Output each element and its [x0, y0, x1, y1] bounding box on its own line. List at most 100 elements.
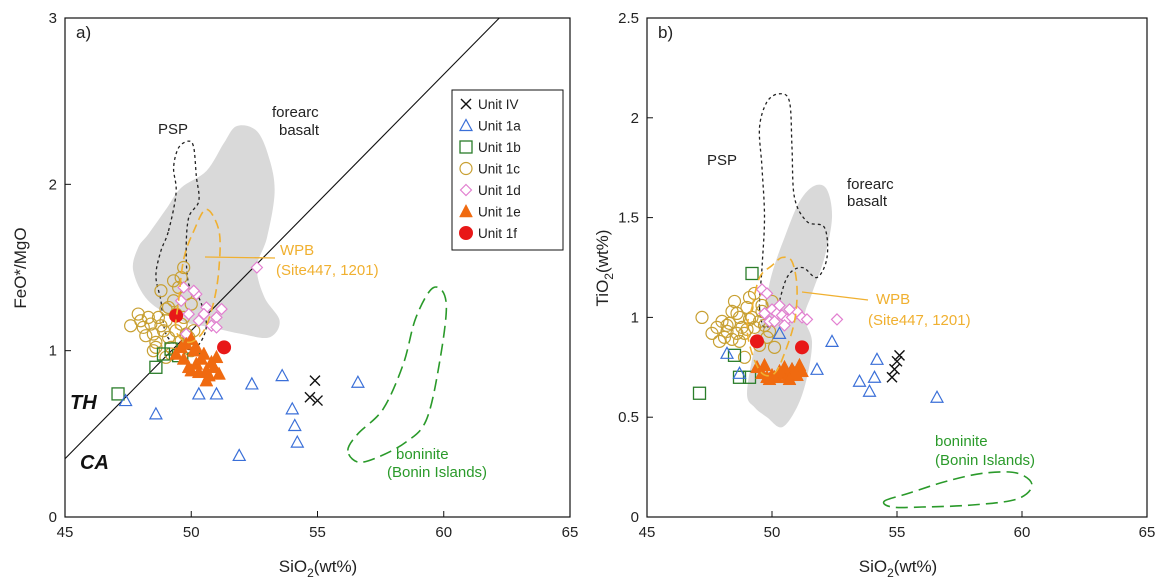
wpb-field-b: [746, 256, 798, 377]
point-unit-1c-a: [144, 317, 158, 331]
legend-label-unit-1e: Unit 1e: [478, 205, 521, 220]
point-unit-1c-b: [725, 304, 739, 319]
label-wpb-b-1: WPB: [876, 291, 910, 308]
point-unit-1c-b: [720, 324, 734, 338]
point-unit-1e-a: [189, 339, 204, 354]
label-boninite-a-1: boninite: [396, 446, 449, 463]
point-unit-1c-a: [149, 335, 163, 349]
label-wpb-a-2: (Site447, 1201): [276, 262, 379, 279]
y-axis-label-b: TiO2(wt%): [593, 230, 616, 307]
x-tick-label: 60: [1014, 524, 1031, 541]
x-tick-label: 45: [57, 524, 74, 541]
legend-marker-unit-1c: [459, 161, 473, 176]
point-unit-1a-a: [209, 386, 224, 400]
point-unit-1c-a: [131, 307, 145, 321]
x-tick-label: 55: [309, 524, 326, 541]
y-axis-label-a: FeO*/MgO: [11, 227, 30, 308]
point-unit-1c-b: [730, 326, 744, 340]
y-tick-label: 1: [631, 309, 639, 326]
legend-label-unit-iv: Unit IV: [478, 97, 519, 112]
legend-marker-unit-1a: [458, 118, 474, 132]
point-unit-1e-a: [199, 373, 214, 387]
point-unit-1a-a: [191, 386, 206, 400]
x-tick-label: 55: [889, 524, 906, 541]
legend-label-unit-1d: Unit 1d: [478, 183, 521, 198]
y-tick-label: 0.5: [618, 409, 639, 426]
point-unit-1b-a: [149, 360, 163, 374]
point-unit-1a-b: [719, 346, 735, 359]
point-unit-iv-b: [886, 371, 898, 383]
legend-label-unit-1b: Unit 1b: [478, 140, 521, 155]
point-unit-1c-a: [139, 329, 153, 343]
label-forearc-b-2: basalt: [847, 193, 888, 210]
point-unit-1a-a: [287, 418, 302, 432]
legend-marker-unit-1d: [459, 183, 473, 197]
point-unit-1c-a: [149, 340, 163, 354]
point-unit-1b-b: [745, 266, 759, 281]
point-unit-1c-a: [184, 297, 198, 311]
label-forearc-b-1: forearc: [847, 176, 894, 193]
label-boninite-b-1: boninite: [935, 433, 988, 450]
point-unit-1e-b: [757, 357, 772, 372]
point-unit-1c-a: [141, 310, 155, 324]
point-unit-1a-a: [118, 393, 133, 407]
x-tick-label: 50: [764, 524, 781, 541]
point-unit-1a-a: [244, 376, 259, 390]
y-tick-label: 1.5: [618, 210, 639, 227]
point-unit-1c-b: [732, 334, 747, 348]
point-unit-1c-b: [720, 318, 734, 332]
point-unit-1d-a: [182, 307, 196, 321]
psp-field-a: [155, 140, 208, 351]
point-unit-1e-a: [209, 349, 224, 364]
legend-marker-unit-1b: [459, 140, 473, 154]
point-unit-1c-b: [712, 334, 727, 348]
plot-frame-b: [646, 17, 1148, 518]
legend-box: [451, 89, 564, 251]
wpb-field-a: [174, 208, 221, 344]
point-unit-1e-a: [194, 351, 209, 365]
point-unit-1d-b: [778, 319, 791, 332]
point-unit-1a-b: [867, 370, 882, 383]
point-unit-1c-a: [146, 327, 160, 341]
point-unit-1c-a: [151, 310, 166, 324]
point-unit-1f-a: [217, 340, 232, 355]
label-ca: CA: [80, 452, 109, 474]
point-unit-1a-b: [772, 326, 787, 339]
boninite-field-a: [346, 286, 448, 464]
y-tick-label: 2.5: [618, 10, 639, 27]
point-unit-1a-a: [148, 406, 163, 420]
point-unit-1b-b: [742, 370, 757, 384]
label-psp-a: PSP: [158, 121, 188, 138]
point-unit-1b-b: [692, 386, 707, 400]
point-unit-1a-b: [929, 389, 945, 403]
point-unit-iv-b: [889, 363, 900, 375]
point-unit-1c-a: [161, 300, 176, 315]
point-unit-1e-a: [169, 346, 184, 360]
point-unit-1a-b: [809, 362, 825, 375]
legend: Unit IV Unit 1a Unit 1b Unit 1c Unit 1d Unit …: [451, 89, 564, 251]
boninite-field-b: [882, 471, 1033, 509]
point-unit-1a-b: [869, 352, 885, 365]
legend-marker-unit-iv: [460, 98, 472, 110]
label-boninite-b-2: (Bonin Islands): [935, 452, 1035, 469]
x-tick-label: 50: [183, 524, 200, 541]
label-th: TH: [70, 392, 97, 414]
point-unit-1d-b: [830, 313, 844, 326]
point-unit-1d-b: [768, 315, 781, 328]
point-unit-1f-b: [795, 340, 809, 355]
point-unit-1c-a: [156, 324, 171, 338]
y-tick-label: 0: [49, 509, 57, 526]
point-unit-1a-b: [852, 374, 867, 387]
point-unit-1c-b: [737, 326, 752, 340]
point-unit-1c-a: [146, 344, 160, 358]
point-unit-1e-a: [184, 363, 199, 377]
x-tick-label: 65: [1139, 524, 1156, 541]
label-forearc-a-2: basalt: [279, 122, 320, 139]
point-unit-iv-a: [309, 375, 321, 387]
x-tick-label: 65: [562, 524, 579, 541]
y-tick-label: 2: [49, 176, 57, 193]
legend-label-unit-1c: Unit 1c: [478, 162, 520, 177]
point-unit-1d-a: [187, 284, 201, 298]
